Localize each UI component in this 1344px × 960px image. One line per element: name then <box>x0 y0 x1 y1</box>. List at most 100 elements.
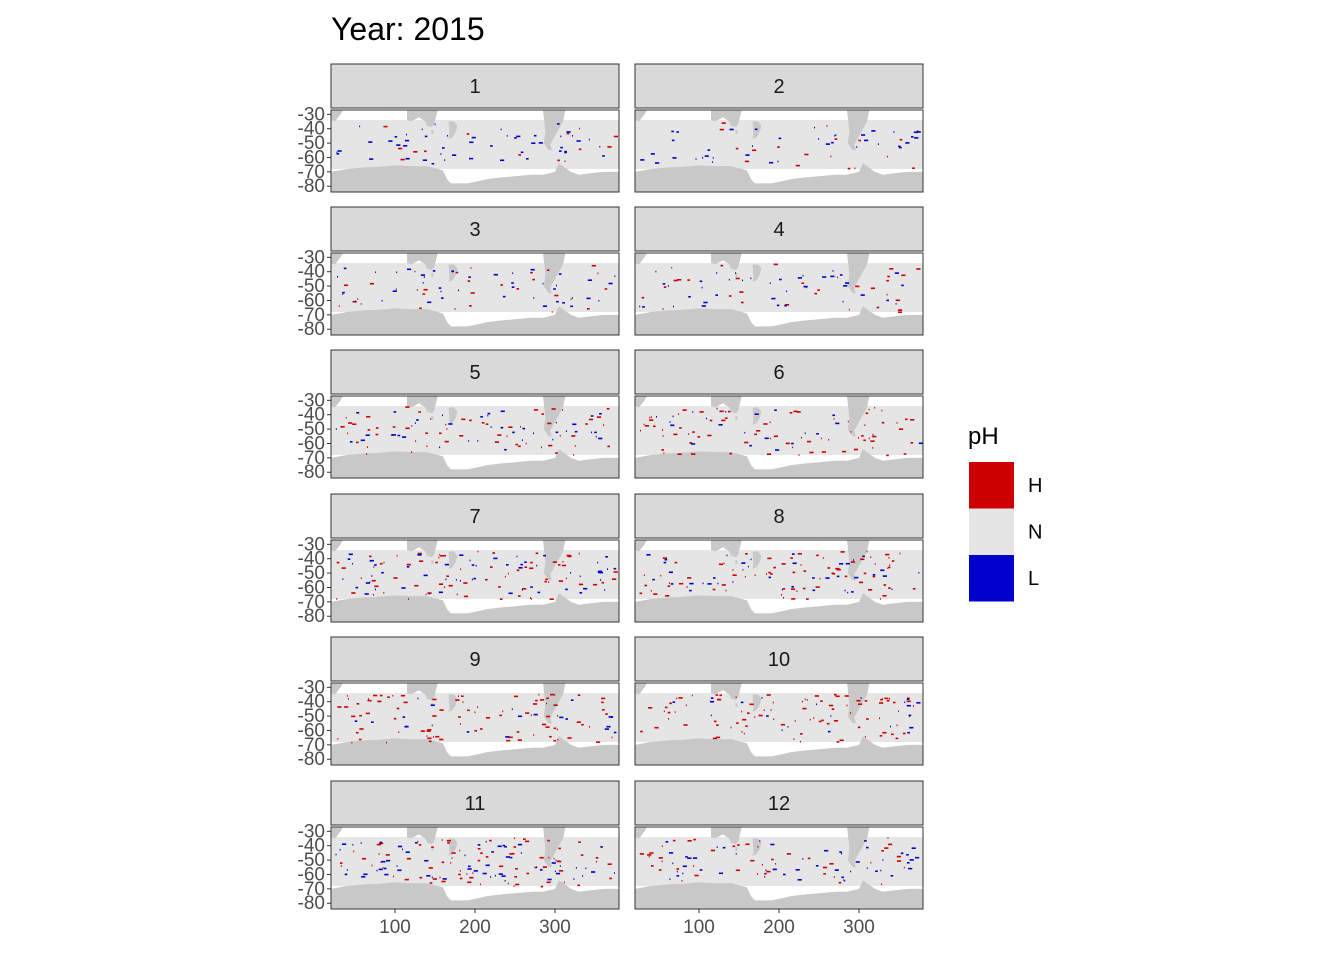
anomaly-cell <box>420 274 425 276</box>
anomaly-cell <box>913 705 914 707</box>
land-mass <box>711 110 742 128</box>
anomaly-cell <box>710 714 712 717</box>
anomaly-cell <box>540 869 543 871</box>
plot-area <box>331 110 619 192</box>
y-tick-label: -40 <box>298 405 325 426</box>
y-tick-label: -70 <box>298 305 325 326</box>
anomaly-cell <box>907 731 910 734</box>
anomaly-cell <box>773 566 776 569</box>
anomaly-cell <box>764 876 766 878</box>
land-mass <box>735 703 738 708</box>
panel-border <box>330 109 620 193</box>
anomaly-cell <box>816 554 819 557</box>
land-mass <box>752 121 762 139</box>
facet-strip-label: 2 <box>773 76 784 98</box>
anomaly-cell <box>665 595 670 597</box>
anomaly-cell <box>485 578 488 581</box>
anomaly-cell <box>405 427 410 430</box>
anomaly-cell <box>429 882 433 884</box>
y-tick-label: -50 <box>298 276 325 297</box>
anomaly-cell <box>667 711 671 714</box>
land-mass <box>847 540 870 581</box>
anomaly-cell <box>722 846 726 849</box>
anomaly-cell <box>899 552 901 555</box>
anomaly-cell <box>815 586 820 588</box>
anomaly-cell <box>402 436 407 438</box>
anomaly-cell <box>916 702 921 704</box>
anomaly-cell <box>427 301 432 304</box>
panel-border <box>634 109 924 193</box>
anomaly-cell <box>482 872 487 875</box>
anomaly-cell <box>442 414 443 417</box>
anomaly-cell <box>556 284 557 287</box>
anomaly-cell <box>710 849 715 852</box>
y-tick-label: -60 <box>298 577 325 598</box>
land-mass <box>407 540 438 558</box>
anomaly-cell <box>361 857 367 860</box>
facet-panel-1: 1 -30-40-50-60-70-80 <box>298 63 620 197</box>
land-mass <box>448 694 458 712</box>
y-tick-label: -70 <box>298 735 325 756</box>
y-tick-label: -40 <box>298 549 325 570</box>
anomaly-cell <box>754 574 756 576</box>
y-tick-label: -40 <box>298 119 325 140</box>
plot-area <box>331 396 619 478</box>
land-mass <box>543 683 566 724</box>
anomaly-cell <box>511 708 513 710</box>
anomaly-cell <box>670 424 675 427</box>
anomaly-cell <box>661 860 663 863</box>
anomaly-cell <box>458 873 461 876</box>
facet-strip-label: 7 <box>469 506 480 528</box>
anomaly-cell <box>546 697 549 700</box>
land-mass <box>711 540 742 558</box>
anomaly-cell <box>523 838 526 840</box>
anomaly-cell <box>574 445 576 447</box>
anomaly-cell <box>724 417 728 419</box>
anomaly-cell <box>379 842 384 845</box>
anomaly-cell <box>601 697 606 700</box>
anomaly-cell <box>427 737 432 740</box>
anomaly-cell <box>650 416 652 418</box>
anomaly-cell <box>866 867 868 870</box>
anomaly-cell <box>540 885 544 888</box>
anomaly-cell <box>559 870 564 872</box>
anomaly-cell <box>505 736 510 738</box>
anomaly-cell <box>485 717 491 719</box>
anomaly-cell <box>397 845 403 848</box>
anomaly-cell <box>499 865 504 868</box>
land-mass <box>635 736 923 765</box>
anomaly-cell <box>681 880 683 882</box>
land-mass <box>635 163 923 192</box>
anomaly-cell <box>907 862 910 864</box>
anomaly-cell <box>567 555 572 558</box>
anomaly-cell <box>833 720 839 722</box>
land-mass <box>431 130 434 135</box>
anomaly-cell <box>386 859 391 862</box>
anomaly-cell <box>487 412 491 415</box>
anomaly-cell <box>802 274 804 277</box>
anomaly-cell <box>406 563 411 566</box>
anomaly-cell <box>860 697 862 699</box>
plot-area <box>331 683 619 765</box>
anomaly-cell <box>647 854 652 856</box>
x-tick-label: 300 <box>539 917 571 938</box>
anomaly-cell <box>357 298 359 300</box>
anomaly-cell <box>899 146 902 149</box>
anomaly-cell <box>674 711 676 713</box>
land-mass <box>635 110 647 122</box>
anomaly-cell <box>776 304 780 307</box>
facet-strip <box>330 636 620 682</box>
anomaly-cell <box>663 710 665 713</box>
anomaly-cell <box>530 271 533 274</box>
anomaly-cell <box>866 550 868 553</box>
plot-area <box>635 540 923 622</box>
plot-area <box>635 683 923 765</box>
anomaly-cell <box>712 161 714 163</box>
anomaly-cell <box>754 128 758 131</box>
land-mass <box>431 560 434 565</box>
land-mass <box>735 416 738 421</box>
anomaly-cell <box>513 846 517 848</box>
anomaly-cell <box>345 416 347 419</box>
anomaly-cell <box>835 134 837 136</box>
anomaly-cell <box>579 583 581 586</box>
